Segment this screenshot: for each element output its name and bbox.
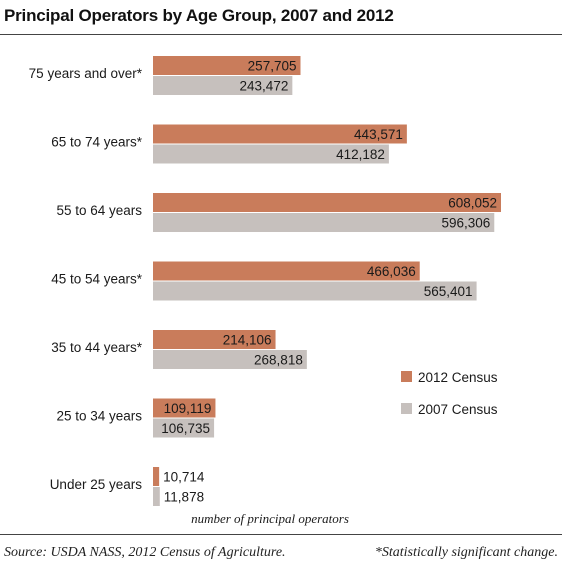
bar-2007	[153, 487, 160, 506]
title-divider	[0, 34, 562, 35]
x-axis-label: number of principal operators	[191, 511, 349, 526]
bar-2007	[153, 281, 477, 301]
data-label: 268,818	[254, 353, 303, 368]
bar-2012	[153, 124, 407, 144]
data-label: 106,735	[161, 421, 210, 436]
data-label: 443,571	[354, 127, 403, 142]
data-label: 10,714	[163, 470, 205, 485]
bar-2012	[153, 398, 216, 418]
bar-2012	[153, 193, 501, 212]
data-label: 596,306	[441, 216, 490, 231]
category-label: 55 to 64 years	[56, 203, 142, 218]
data-label: 565,401	[424, 284, 473, 299]
bar-2007	[153, 350, 307, 369]
legend-label: 2012 Census	[418, 370, 498, 385]
bar-2012	[153, 330, 276, 349]
bar-2007	[153, 418, 215, 438]
category-label: 45 to 54 years*	[51, 272, 143, 287]
bar-2007	[153, 76, 293, 95]
bar-2007	[153, 144, 389, 164]
bar-2007	[153, 213, 495, 232]
category-label: 25 to 34 years	[56, 409, 142, 424]
category-label: 65 to 74 years*	[51, 135, 143, 150]
legend-label: 2007 Census	[418, 402, 498, 417]
data-label: 243,472	[240, 79, 289, 94]
significance-note: *Statistically significant change.	[374, 545, 558, 560]
data-label: 608,052	[448, 196, 497, 211]
data-label: 412,182	[336, 147, 385, 162]
source-note: Source: USDA NASS, 2012 Census of Agricu…	[4, 545, 286, 560]
category-label: 35 to 44 years*	[51, 340, 143, 355]
legend-swatch-2007	[401, 403, 412, 414]
bar-2012	[153, 261, 420, 281]
bar-2012	[153, 467, 160, 486]
footer-divider	[0, 534, 562, 535]
chart-title: Principal Operators by Age Group, 2007 a…	[4, 6, 394, 25]
category-label: Under 25 years	[50, 477, 143, 492]
bar-2012	[153, 56, 301, 75]
data-label: 11,878	[164, 490, 204, 505]
data-label: 214,106	[223, 333, 272, 348]
data-label: 257,705	[248, 59, 297, 74]
legend-swatch-2012	[401, 371, 412, 382]
data-label: 466,036	[367, 264, 416, 279]
bar-chart: 75 years and over* 257,705 243,472 65 to 74…	[29, 56, 501, 526]
data-label: 109,119	[164, 401, 212, 416]
category-label: 75 years and over*	[29, 66, 143, 81]
